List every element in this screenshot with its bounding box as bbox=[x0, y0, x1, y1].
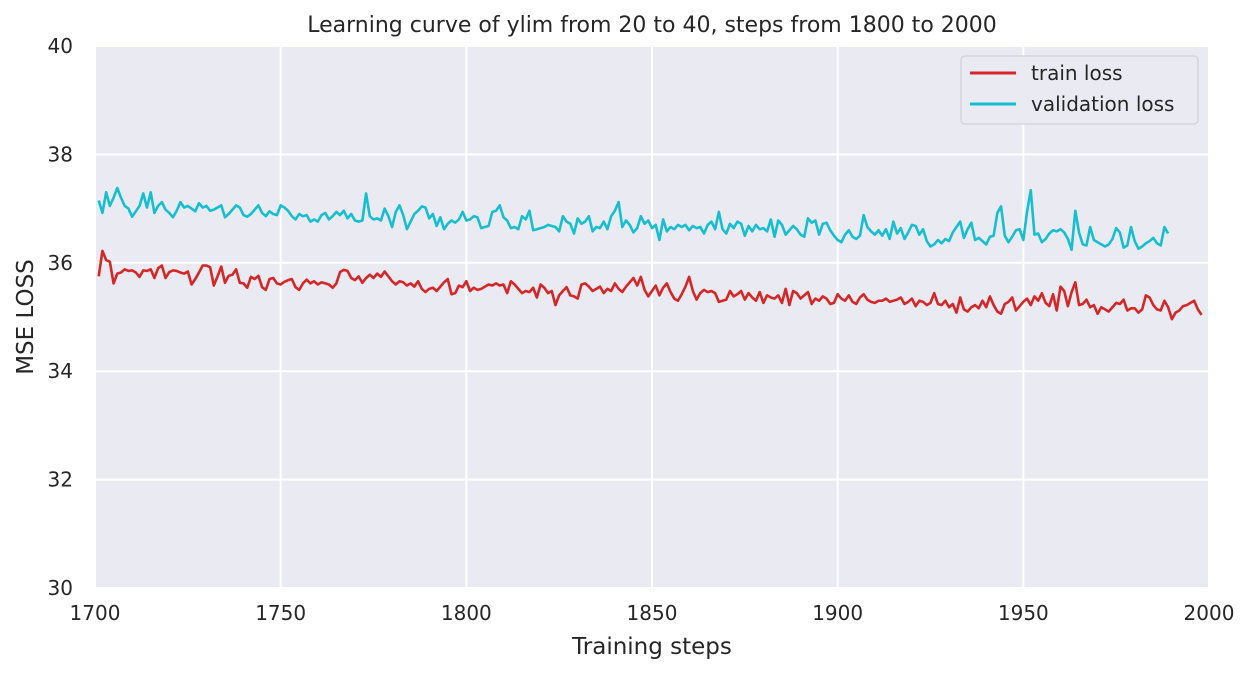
x-tick-label: 1800 bbox=[441, 601, 492, 625]
legend-label-train: train loss bbox=[1031, 61, 1123, 85]
x-tick-label: 1700 bbox=[70, 601, 121, 625]
x-tick-label: 1900 bbox=[812, 601, 863, 625]
x-tick-label: 1750 bbox=[255, 601, 306, 625]
y-tick-label: 38 bbox=[48, 142, 73, 166]
series-line-validation bbox=[97, 186, 1170, 252]
x-tick-label: 1850 bbox=[627, 601, 678, 625]
y-tick-label: 30 bbox=[48, 576, 73, 600]
legend: train loss validation loss bbox=[960, 55, 1199, 125]
series-layer bbox=[97, 186, 1203, 321]
y-axis-label: MSE LOSS bbox=[13, 259, 39, 375]
y-tick-labels: 30 32 34 36 38 40 bbox=[48, 34, 73, 600]
grid-lines bbox=[94, 45, 1210, 589]
x-tick-label: 2000 bbox=[1184, 601, 1235, 625]
series-line-train bbox=[97, 249, 1203, 321]
x-tick-label: 1950 bbox=[998, 601, 1049, 625]
y-tick-label: 34 bbox=[48, 359, 73, 383]
y-tick-label: 32 bbox=[48, 468, 73, 492]
y-tick-label: 36 bbox=[48, 251, 73, 275]
legend-box bbox=[960, 55, 1199, 125]
legend-label-validation: validation loss bbox=[1031, 92, 1174, 116]
x-axis-label: Training steps bbox=[571, 634, 732, 660]
x-tick-labels: 1700 1750 1800 1850 1900 1950 2000 bbox=[70, 601, 1235, 625]
y-tick-label: 40 bbox=[48, 34, 73, 58]
chart-title: Learning curve of ylim from 20 to 40, st… bbox=[307, 13, 997, 38]
